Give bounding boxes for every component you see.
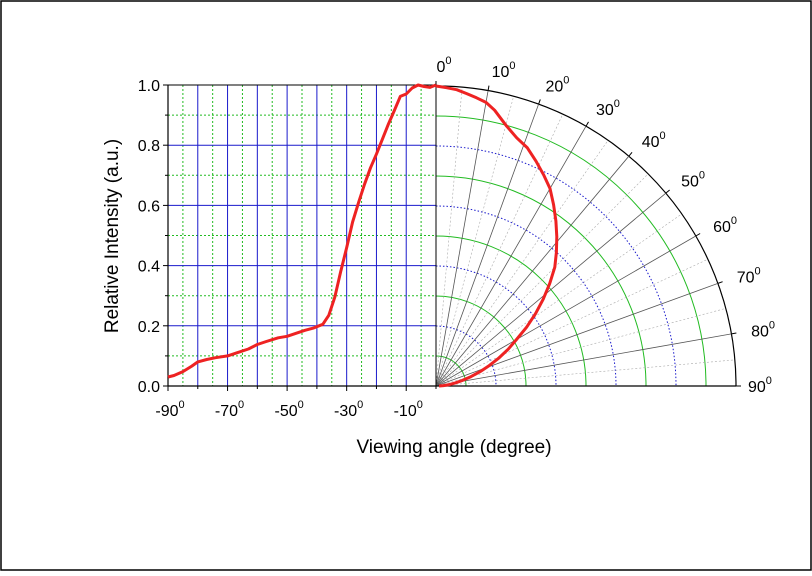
polar-tick-label: 400 [642,130,666,151]
polar-spoke [435,155,630,387]
polar-tick-mark [585,121,589,127]
y-tick-label: 0.8 [138,138,160,155]
polar-spoke [435,308,726,387]
polar-tick-label: 500 [681,169,705,190]
x-tick-label: -700 [215,399,244,420]
curve-layer [167,83,559,388]
x-tick-label: -100 [394,399,423,420]
polar-spoke [435,90,489,387]
polar-spoke [435,125,587,387]
polar-spoke [435,113,564,387]
polar-tick-label: 900 [748,375,772,396]
grid-layer [168,84,436,386]
polar-tick-mark [731,332,737,335]
polar-grid-arc [435,85,737,387]
polar-layer [435,85,737,387]
polar-spoke [435,87,463,387]
polar-spoke [435,173,649,387]
polar-tick-mark [538,99,541,105]
x-axis-title: Viewing angle (degree) [356,437,551,458]
y-tick-label: 0.6 [138,198,160,215]
polar-spoke [435,213,682,387]
polar-spoke [435,235,697,387]
polar-spoke [435,103,539,387]
y-axis-title: Relative Intensity (a.u.) [102,139,123,333]
x-tick-label: -300 [334,399,363,420]
intensity-curve-polar [435,84,559,388]
label-layer: 0.0 0.2 0.4 0.6 0.8 1.0 -900 -700 -500 -300 -100 00… [138,55,775,420]
polar-spoke [435,359,735,387]
polar-tick-mark [628,152,633,157]
polar-grid-arc [435,145,677,387]
polar-spoke [435,140,609,387]
polar-grid-arc [435,175,647,387]
y-tick-label: 1.0 [138,78,160,95]
polar-spoke [435,96,514,387]
polar-tick-label: 700 [737,266,761,287]
polar-tick-label: 600 [713,215,737,236]
y-tick-label: 0.0 [138,379,160,396]
axes-layer [163,81,741,391]
polar-tick-label: 200 [545,74,569,95]
polar-tick-label: 00 [436,55,451,76]
y-tick-label: 0.4 [138,259,160,276]
polar-spoke [435,258,709,387]
polar-tick-label: 100 [492,60,516,81]
polar-tick-mark [665,189,670,194]
intensity-curve-cartesian [167,83,437,379]
polar-tick-mark [717,281,723,284]
polar-spoke [435,192,667,387]
polar-tick-mark [487,85,490,91]
y-tick-label: 0.2 [138,319,160,336]
polar-tick-label: 800 [751,319,775,340]
x-tick-label: -900 [155,399,184,420]
polar-grid-arc [435,325,497,387]
polar-tick-mark [695,233,701,237]
x-tick-label: -500 [274,399,303,420]
polar-spoke [435,333,732,387]
polar-tick-label: 300 [596,98,620,119]
polar-grid-arc [435,265,557,387]
